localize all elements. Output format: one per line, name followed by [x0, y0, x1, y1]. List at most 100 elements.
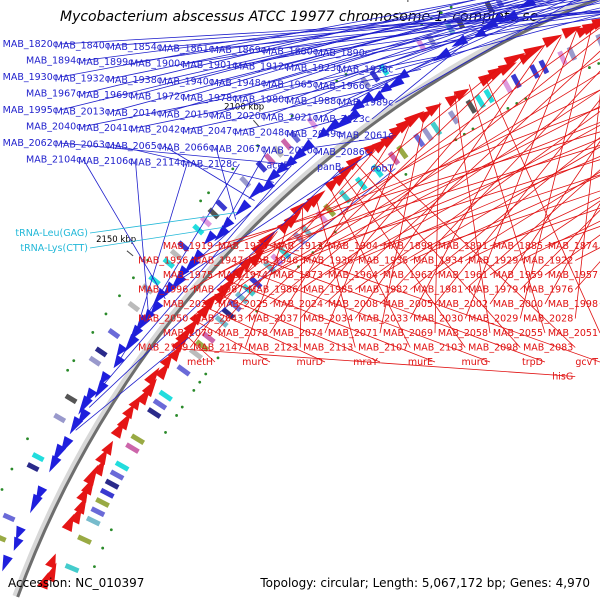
cog-bar-reverse	[85, 515, 101, 527]
gene-label: MAB_1959	[493, 270, 543, 281]
gene-label: MAB_1880c	[263, 47, 318, 58]
leader-line	[434, 171, 600, 276]
leader-line	[89, 212, 237, 234]
gene-label: MAB_1936	[303, 256, 353, 267]
leader-line	[519, 209, 600, 290]
gene-label: MAB_2020c	[211, 111, 266, 122]
gene-label: MAB_2008	[328, 299, 378, 310]
cog-bar-reverse	[130, 433, 146, 446]
gene-label: MAB_2070c	[263, 146, 318, 157]
cog-bar-forward	[360, 76, 372, 89]
cog-bar-reverse	[501, 78, 513, 94]
leader-line	[299, 207, 303, 348]
gc-dot	[404, 172, 408, 176]
cog-bar-reverse	[90, 506, 106, 518]
leader-line	[245, 122, 600, 261]
gene-label: MAB_2023c	[315, 114, 370, 125]
gc-dot	[104, 312, 108, 316]
forward-gene-arrow	[153, 287, 168, 305]
leader-line	[245, 72, 600, 290]
gene-label: MAB_2021c	[263, 113, 318, 124]
tick-label: 2050 kbp	[372, 0, 412, 3]
forward-gene-arrow	[13, 536, 24, 551]
reverse-gene-arrow	[83, 464, 99, 486]
gene-label: MAB_2033	[358, 314, 408, 325]
forward-gene-arrow	[49, 455, 62, 473]
gene-label: MAB_1985	[303, 285, 353, 296]
cog-bar-forward	[162, 257, 175, 269]
gene-label: MAB_1979	[468, 285, 518, 296]
gene-label: metH	[187, 357, 213, 368]
gene-label: MAB_1980c	[234, 95, 289, 106]
gene-label: MAB_1981	[413, 285, 463, 296]
gene-label: MAB_1940c	[159, 77, 214, 88]
cog-bar-reverse	[109, 469, 125, 481]
gene-label: MAB_2058	[438, 328, 488, 339]
leader-line	[343, 7, 600, 69]
cog-bar-reverse	[195, 339, 210, 352]
cog-bar-forward	[26, 462, 40, 473]
gc-dot	[199, 199, 203, 203]
leader-line	[187, 83, 399, 130]
gene-label: MAB_1869c	[211, 45, 266, 56]
leader-line	[334, 130, 344, 135]
cog-bar-reverse	[465, 99, 478, 114]
gene-label: MAB_1901c	[182, 60, 237, 71]
cog-bar-forward	[192, 223, 205, 236]
leader-line	[132, 162, 188, 342]
cog-bar-reverse	[421, 127, 434, 142]
leader-line	[181, 151, 373, 279]
cog-bar-reverse	[538, 59, 550, 75]
gene-label: MAB_2069	[383, 328, 433, 339]
gene-label: murE	[408, 357, 433, 368]
leader-line	[489, 140, 600, 305]
gene-label: MAB_1974	[218, 270, 268, 281]
gene-label: MAB_1930c	[3, 72, 58, 83]
leader-line	[135, 0, 569, 63]
gene-label: MAB_1904	[328, 241, 378, 252]
gc-dot	[207, 191, 210, 195]
gene-label: MAB_1923c	[286, 63, 341, 74]
gene-label: MAB_1874	[548, 241, 598, 252]
leader-line	[319, 28, 491, 118]
leader-line	[59, 0, 477, 78]
forward-gene-arrow	[323, 118, 342, 135]
leader-line	[244, 58, 515, 319]
forward-gene-arrow	[283, 155, 298, 169]
leader-line	[117, 163, 240, 364]
gene-label: MAB_1998	[548, 299, 598, 310]
gene-label: MAB_1989c	[338, 98, 393, 109]
cog-bar-reverse	[529, 64, 541, 79]
cog-bar-reverse	[315, 210, 329, 225]
gene-label: MAB_2000	[493, 299, 543, 310]
gene-label: MAB_1966c	[315, 81, 370, 92]
leader-line	[341, 173, 466, 348]
genome-summary-text: Topology: circular; Length: 5,067,172 bp…	[260, 576, 590, 590]
gene-label: MAB_2030	[413, 314, 463, 325]
cog-bar-reverse	[595, 33, 600, 49]
forward-gene-arrow	[69, 416, 84, 435]
gc-dot	[118, 294, 121, 298]
forward-gene-arrow	[116, 343, 128, 357]
reverse-gene-arrow	[73, 496, 87, 515]
gene-label: MAB_1988c	[286, 96, 341, 107]
gene-label: MAB_2025	[218, 299, 268, 310]
cog-bar-forward	[64, 393, 78, 405]
cog-bar-reverse	[323, 203, 337, 218]
forward-gene-arrow	[379, 81, 393, 94]
leader-line	[395, 14, 600, 70]
leader-line	[324, 121, 412, 334]
reverse-gene-arrow	[159, 353, 173, 369]
reverse-gene-arrow	[167, 346, 182, 362]
gene-label: murG	[461, 357, 488, 368]
reverse-gene-arrow	[453, 88, 470, 102]
forward-gene-arrow	[317, 127, 330, 139]
gene-label: MAB_2050	[138, 314, 188, 325]
cog-bar-reverse	[557, 50, 568, 66]
leader-line	[89, 227, 223, 249]
cog-bar-reverse	[147, 407, 162, 419]
reverse-gene-arrow	[561, 25, 582, 39]
leader-line	[434, 102, 441, 334]
leader-line	[319, 0, 584, 85]
cog-bar-reverse	[77, 534, 92, 545]
